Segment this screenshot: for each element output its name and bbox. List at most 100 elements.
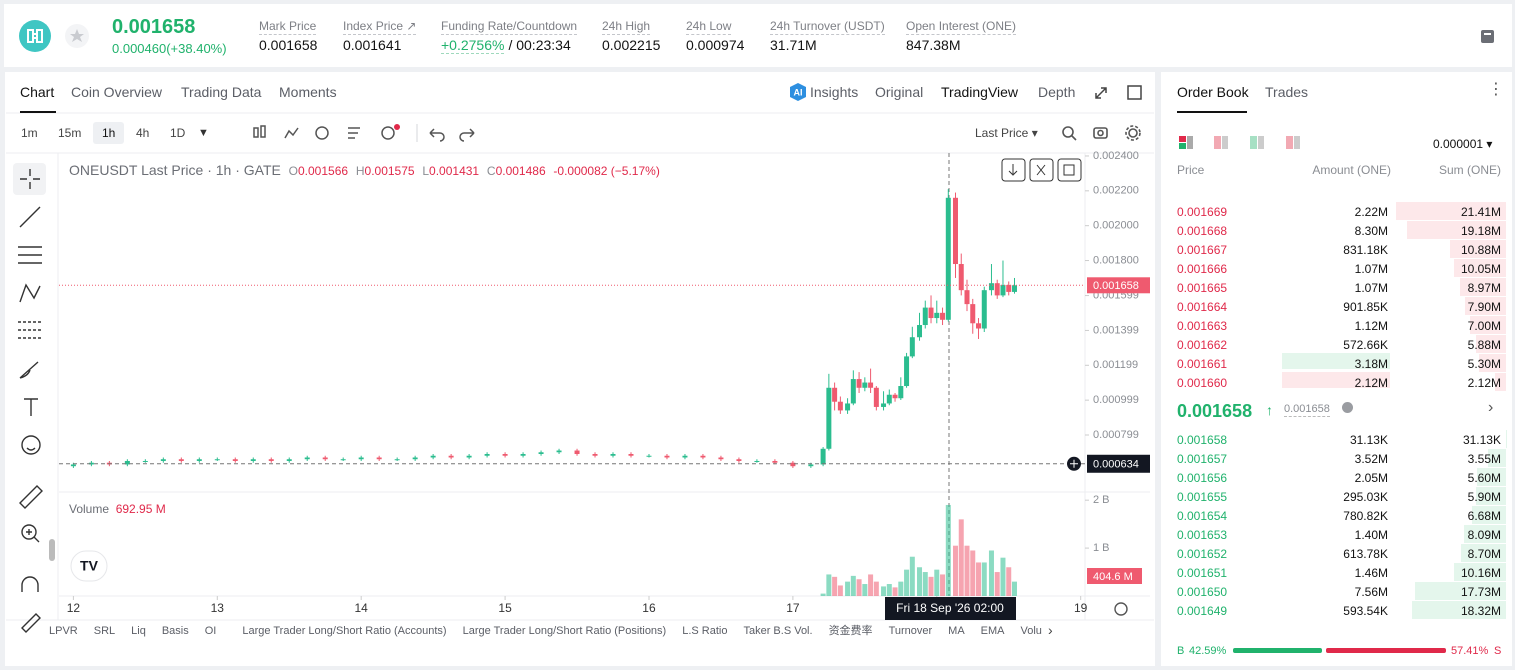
volume-bar [837,585,843,596]
indicator[interactable]: Taker B.S Vol. [743,625,813,637]
indicator[interactable]: Basis [161,625,189,637]
price[interactable]: 0.001657 [1177,452,1228,466]
indicator[interactable]: EMA [980,625,1005,637]
indicator[interactable]: Large Trader Long/Short Ratio (Positions… [462,625,667,637]
legend-change: -0.000082 (−5.17%) [553,164,660,178]
price[interactable]: 0.001664 [1177,300,1228,314]
y-tick-label: 2 B [1093,494,1110,506]
order-book-tab[interactable]: Order Book [1177,84,1249,100]
price[interactable]: 0.001651 [1177,566,1228,580]
layout-icons[interactable] [1176,133,1306,153]
price[interactable]: 0.001653 [1177,528,1228,542]
interval-dropdown[interactable]: ▼ [198,127,209,139]
interval[interactable]: 4h [136,126,150,140]
volume-badge-text: 404.6 M [1093,571,1133,583]
price[interactable]: 0.001658 [1177,433,1228,447]
y-tick-label: 0.002200 [1093,185,1139,197]
price[interactable]: 0.001660 [1177,376,1228,390]
candle-body [466,455,472,458]
price[interactable]: 0.001656 [1177,471,1228,485]
indicator[interactable]: Liq [131,625,146,637]
depth-bar [1475,487,1506,505]
mid-more[interactable]: › [1488,399,1494,416]
stat-label: 24h High [602,19,651,35]
candle-body [917,325,923,338]
crosshair-plus-mark [1070,459,1078,468]
last-price: 0.001658 [112,16,196,38]
price[interactable]: 0.001661 [1177,357,1228,371]
stat-value: 847.38M [906,37,961,53]
price[interactable]: 0.001663 [1177,319,1228,333]
candle-body [178,459,184,461]
price[interactable]: 0.001652 [1177,547,1228,561]
indicator[interactable]: Turnover [888,625,933,637]
interval[interactable]: 1D [170,126,186,140]
sum: 7.00M [1467,319,1501,333]
price-type: Last Price [975,126,1029,140]
volume-bar [898,581,904,596]
crosshair-price-badge [1087,454,1150,473]
amount: 572.66K [1343,338,1388,352]
chart-tab[interactable]: Moments [279,84,337,100]
indicator[interactable]: L.S Ratio [682,625,728,637]
indicator-next[interactable]: › [1048,622,1053,638]
depth-bar [1465,297,1506,315]
chart-tab[interactable]: Coin Overview [71,84,163,100]
price[interactable]: 0.001655 [1177,490,1228,504]
price[interactable]: 0.001650 [1177,585,1228,599]
view-tab[interactable]: TradingView [941,84,1019,100]
sum: 10.88M [1460,243,1501,257]
precision-select[interactable]: 0.000001 ▾ [1433,137,1493,151]
settings-icon[interactable] [1114,602,1128,616]
indicator[interactable]: Volu [1020,625,1042,637]
volume-bar [922,572,928,596]
candle-body [940,312,946,320]
drawing-tools[interactable] [13,163,46,633]
price[interactable]: 0.001662 [1177,338,1228,352]
precision: 0.000001 [1433,137,1484,151]
candle-body [772,460,778,463]
legend-symbol: ONEUSDT Last Price · 1h · GATE [69,162,281,178]
interval[interactable]: 1m [21,126,38,140]
interval[interactable]: 15m [58,126,82,140]
trades-tab[interactable]: Trades [1265,84,1309,100]
x-tick-label: 14 [355,601,369,615]
toolbar-right-icons[interactable] [1055,122,1150,144]
interval[interactable]: 1h [93,122,125,144]
view-tab[interactable]: Insights [810,84,859,100]
candle-body [718,457,724,460]
chart-tab[interactable]: Chart [20,84,55,100]
depth-bar [1478,354,1506,372]
price[interactable]: 0.001667 [1177,243,1228,257]
price-type-select[interactable]: Last Price ▾ [975,126,1038,140]
price[interactable]: 0.001654 [1177,509,1228,523]
more-menu[interactable]: ⋮ [1488,81,1504,98]
candle-body [862,382,868,388]
amount: 3.18M [1354,357,1388,371]
price[interactable]: 0.001665 [1177,281,1228,295]
notes-icon[interactable] [1478,27,1498,47]
mid-price: 0.001658 [1177,401,1253,421]
indicator[interactable]: SRL [93,625,116,637]
view-tab[interactable]: Original [875,84,924,100]
indicator[interactable]: 资金费率 [828,625,873,637]
candle-body [988,283,994,291]
price[interactable]: 0.001666 [1177,262,1228,276]
indicator[interactable]: MA [948,625,965,637]
toolbar-icons[interactable] [240,122,490,144]
coin-logo [19,20,51,52]
price[interactable]: 0.001668 [1177,224,1228,238]
panel-icons[interactable] [1090,82,1150,104]
indicator[interactable]: OI [204,625,217,637]
amount: 3.52M [1354,452,1388,466]
volume-bar [958,519,964,596]
price[interactable]: 0.001669 [1177,205,1228,219]
price[interactable]: 0.001649 [1177,604,1228,618]
indicator[interactable]: LPVR [49,625,78,637]
amount: 8.30M [1354,224,1388,238]
indicator[interactable]: Large Trader Long/Short Ratio (Accounts) [242,625,447,637]
candle-body [1006,284,1012,292]
view-tab[interactable]: Depth [1038,84,1076,100]
chart-tab[interactable]: Trading Data [181,84,262,100]
